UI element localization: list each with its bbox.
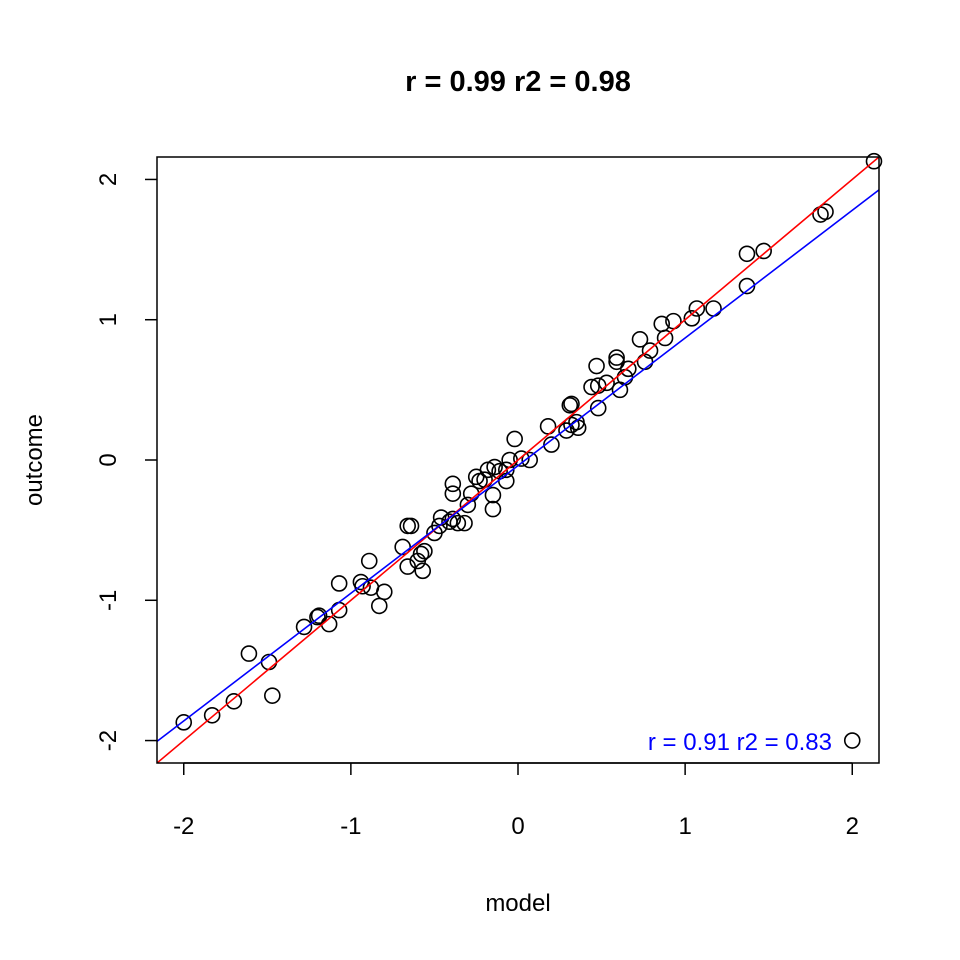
y-tick-label: -2 bbox=[95, 730, 122, 751]
data-point bbox=[444, 485, 462, 502]
data-point bbox=[449, 514, 467, 532]
x-axis-label: model bbox=[485, 890, 550, 917]
data-point bbox=[616, 368, 634, 386]
chart-title: r = 0.99 r2 = 0.98 bbox=[405, 66, 631, 98]
plot-area: -2 -1 0 1 2 -2 -1 0 1 2 bbox=[95, 152, 883, 840]
y-axis-label: outcome bbox=[21, 414, 48, 506]
data-point bbox=[683, 310, 701, 327]
data-point bbox=[431, 517, 448, 535]
y-tick-label: 2 bbox=[95, 173, 122, 186]
data-point bbox=[354, 577, 371, 595]
data-point bbox=[484, 486, 502, 504]
data-point bbox=[688, 300, 706, 317]
fit-line bbox=[157, 189, 879, 742]
data-point bbox=[583, 378, 600, 396]
data-point bbox=[444, 475, 462, 493]
x-tick-label: 2 bbox=[846, 813, 859, 840]
data-point bbox=[264, 687, 281, 704]
data-point bbox=[459, 496, 477, 514]
data-point bbox=[539, 418, 557, 435]
data-point bbox=[476, 471, 493, 488]
data-point bbox=[738, 277, 756, 295]
x-tick-label: -2 bbox=[173, 813, 194, 840]
data-point bbox=[175, 714, 193, 731]
data-point bbox=[656, 329, 674, 347]
data-point bbox=[203, 707, 221, 724]
data-point bbox=[375, 583, 393, 601]
data-point bbox=[402, 517, 420, 535]
data-point bbox=[598, 374, 615, 392]
data-point bbox=[521, 451, 538, 469]
fit-line bbox=[157, 157, 879, 763]
data-point bbox=[588, 357, 605, 375]
data-point bbox=[738, 245, 756, 263]
data-point bbox=[506, 430, 523, 448]
data-point bbox=[295, 618, 313, 636]
data-point bbox=[399, 517, 416, 535]
data-point bbox=[558, 422, 575, 439]
data-point bbox=[409, 552, 427, 570]
data-point bbox=[705, 300, 722, 317]
y-tick-label: 0 bbox=[95, 453, 122, 466]
x-tick-label: 1 bbox=[678, 813, 691, 840]
data-point bbox=[608, 349, 625, 366]
y-tick-label: -1 bbox=[95, 590, 122, 611]
data-point bbox=[399, 558, 416, 575]
data-point bbox=[543, 436, 560, 453]
x-tick-label: 0 bbox=[511, 813, 524, 840]
data-point bbox=[631, 331, 649, 348]
correlation-annotation: r = 0.91 r2 = 0.83 bbox=[648, 729, 832, 756]
data-point bbox=[330, 575, 348, 592]
data-point bbox=[755, 242, 772, 260]
data-point bbox=[817, 203, 834, 221]
data-point bbox=[310, 607, 328, 625]
x-tick-label: -1 bbox=[340, 813, 361, 840]
data-point bbox=[589, 399, 607, 417]
data-point bbox=[414, 562, 432, 580]
data-point bbox=[467, 468, 485, 486]
data-point bbox=[225, 692, 243, 710]
data-point bbox=[561, 396, 579, 414]
data-point bbox=[370, 597, 388, 615]
data-point bbox=[360, 552, 378, 570]
y-tick-label: 1 bbox=[95, 313, 122, 326]
data-point bbox=[444, 510, 462, 528]
data-point bbox=[484, 500, 502, 518]
data-point bbox=[843, 732, 861, 749]
data-point bbox=[641, 342, 659, 359]
data-point bbox=[563, 395, 580, 413]
data-point bbox=[456, 514, 473, 532]
data-point bbox=[620, 360, 637, 378]
data-point bbox=[865, 152, 883, 170]
data-point bbox=[513, 450, 530, 467]
data-point bbox=[240, 645, 258, 662]
data-point bbox=[486, 458, 503, 476]
